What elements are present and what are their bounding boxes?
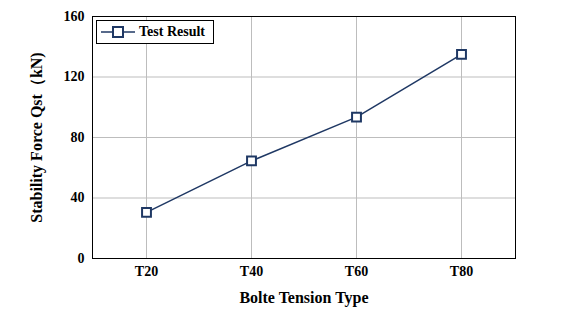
svg-text:120: 120 [64,69,85,84]
svg-text:T20: T20 [135,264,158,279]
svg-text:0: 0 [78,251,85,266]
svg-text:Stability Force Qst（kN): Stability Force Qst（kN) [28,52,46,222]
svg-text:160: 160 [64,9,85,24]
html-text:Test Result: Test Result [139,24,205,39]
svg-text:40: 40 [71,190,85,205]
svg-text:T40: T40 [240,264,263,279]
svg-text:T60: T60 [345,264,368,279]
svg-text:Bolte Tension Type: Bolte Tension Type [239,289,368,307]
svg-text:80: 80 [71,130,85,145]
svg-text:T80: T80 [450,264,473,279]
